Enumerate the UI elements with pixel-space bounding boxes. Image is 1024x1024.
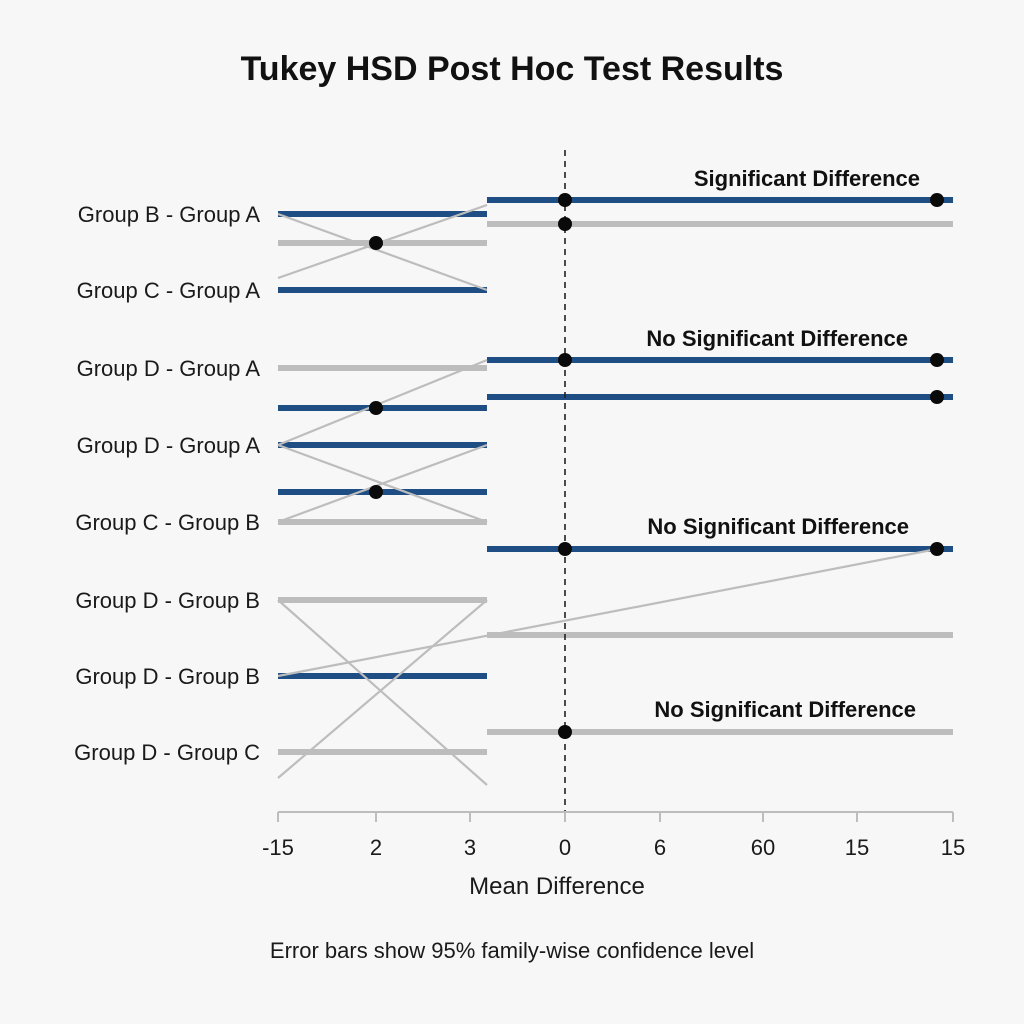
chart-title: Tukey HSD Post Hoc Test Results bbox=[241, 50, 784, 88]
mean-difference-point bbox=[930, 390, 944, 404]
connector-line bbox=[277, 599, 488, 779]
x-axis-label: Mean Difference bbox=[469, 873, 645, 900]
connector-lines bbox=[277, 203, 938, 786]
x-tick-label: 6 bbox=[654, 835, 666, 860]
mean-difference-point bbox=[369, 236, 383, 250]
mean-difference-point bbox=[369, 401, 383, 415]
x-tick-label: 60 bbox=[751, 835, 775, 860]
comparison-label: Group C - Group A bbox=[77, 278, 261, 303]
connector-line bbox=[277, 358, 488, 447]
connector-line bbox=[277, 212, 488, 292]
mean-difference-points bbox=[369, 193, 944, 739]
x-tick-label: -15 bbox=[262, 835, 294, 860]
confidence-interval-lines bbox=[278, 197, 953, 755]
x-axis: -15 2 3 0 6 60 15 15 bbox=[262, 811, 965, 860]
mean-difference-point bbox=[930, 353, 944, 367]
mean-difference-point bbox=[558, 193, 572, 207]
significance-annotation: No Significant Difference bbox=[646, 326, 908, 351]
connector-line bbox=[277, 547, 938, 678]
mean-difference-point bbox=[558, 353, 572, 367]
mean-difference-point bbox=[930, 193, 944, 207]
connector-line bbox=[277, 599, 488, 786]
comparison-label: Group D - Group C bbox=[74, 740, 260, 765]
comparison-labels: Group B - Group A Group C - Group A Group … bbox=[74, 202, 260, 765]
significance-annotation: No Significant Difference bbox=[647, 514, 909, 539]
comparison-label: Group D - Group B bbox=[75, 664, 260, 689]
comparison-label: Group D - Group B bbox=[75, 588, 260, 613]
comparison-label: Group D - Group A bbox=[77, 356, 261, 381]
significance-annotation: Significant Difference bbox=[694, 166, 920, 191]
mean-difference-point bbox=[369, 485, 383, 499]
mean-difference-point bbox=[558, 217, 572, 231]
connector-line bbox=[277, 443, 488, 524]
x-tick-label: 2 bbox=[370, 835, 382, 860]
caption: Error bars show 95% family-wise confiden… bbox=[270, 938, 754, 963]
mean-difference-point bbox=[930, 542, 944, 556]
x-tick-label: 15 bbox=[845, 835, 869, 860]
mean-difference-point bbox=[558, 542, 572, 556]
significance-annotations: Significant Difference No Significant Dif… bbox=[646, 166, 920, 722]
significance-annotation: No Significant Difference bbox=[654, 697, 916, 722]
comparison-label: Group C - Group B bbox=[75, 510, 260, 535]
x-tick-label: 15 bbox=[941, 835, 965, 860]
mean-difference-point bbox=[558, 725, 572, 739]
x-tick-label: 0 bbox=[559, 835, 571, 860]
comparison-label: Group D - Group A bbox=[77, 433, 261, 458]
comparison-label: Group B - Group A bbox=[78, 202, 261, 227]
x-tick-label: 3 bbox=[464, 835, 476, 860]
